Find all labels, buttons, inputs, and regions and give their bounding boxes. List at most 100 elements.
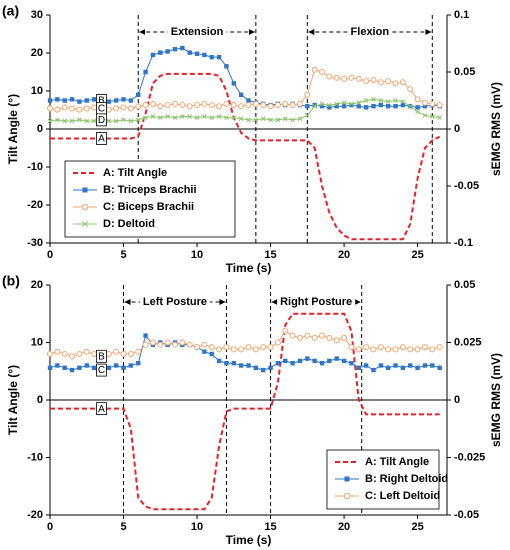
- marker-circle: [260, 344, 267, 351]
- y2-tick-label: -0.05: [454, 509, 479, 521]
- phase-label: Extension: [171, 26, 224, 38]
- marker-circle: [61, 104, 68, 111]
- marker-square: [209, 54, 214, 60]
- marker-circle: [142, 102, 149, 109]
- marker-square: [69, 367, 75, 373]
- marker-circle: [304, 332, 311, 339]
- tag-label: B: [98, 351, 105, 362]
- phase-label: Left Posture: [143, 296, 207, 308]
- marker-x: [128, 118, 134, 124]
- marker-square: [91, 97, 97, 102]
- y-axis-label: Tilt Angle (°): [6, 94, 20, 164]
- legend-marker: [82, 221, 88, 227]
- marker-x: [165, 114, 170, 119]
- marker-square: [136, 361, 141, 366]
- marker-square: [128, 98, 134, 103]
- marker-square: [106, 99, 112, 104]
- marker-circle: [208, 102, 215, 109]
- marker-circle: [326, 73, 333, 80]
- marker-square: [400, 365, 406, 370]
- legend-marker: [82, 187, 88, 193]
- marker-square: [158, 50, 163, 55]
- panel-label: (b): [2, 273, 20, 289]
- marker-square: [106, 365, 112, 370]
- marker-circle: [333, 74, 340, 81]
- marker-circle: [304, 91, 311, 98]
- marker-circle: [164, 339, 171, 346]
- marker-circle: [201, 100, 208, 107]
- marker-square: [238, 363, 244, 368]
- marker-circle: [208, 344, 215, 351]
- legend-label: C: Left Deltoid: [365, 490, 440, 502]
- marker-square: [408, 363, 413, 368]
- marker-circle: [421, 344, 428, 351]
- marker-square: [224, 64, 229, 69]
- y-tick-label: 10: [31, 85, 43, 97]
- y2-tick-label: 0.025: [454, 336, 482, 348]
- marker-circle: [326, 334, 333, 341]
- marker-x: [224, 115, 229, 120]
- marker-circle: [127, 105, 134, 112]
- x-tick-label: 20: [338, 249, 350, 261]
- panel-label: (a): [2, 3, 19, 19]
- phase-label-bg: [167, 25, 227, 39]
- marker-circle: [135, 348, 142, 355]
- marker-circle: [120, 104, 127, 111]
- marker-square: [327, 358, 332, 364]
- x-tick-label: 10: [191, 521, 203, 533]
- y-tick-label: 30: [31, 9, 43, 21]
- marker-square: [378, 363, 384, 368]
- marker-x: [407, 103, 413, 109]
- marker-square: [84, 363, 89, 368]
- marker-circle: [69, 353, 76, 360]
- marker-x: [47, 118, 53, 124]
- marker-x: [238, 116, 244, 122]
- legend-label: A: Tilt Angle: [103, 167, 167, 179]
- legend-label: A: Tilt Angle: [365, 456, 429, 468]
- x-tick-label: 15: [264, 249, 276, 261]
- marker-x: [429, 114, 435, 119]
- marker-square: [290, 361, 295, 366]
- y2-tick-label: 0: [454, 123, 460, 135]
- marker-circle: [127, 351, 134, 357]
- marker-square: [275, 361, 281, 366]
- x-tick-label: 10: [191, 249, 203, 261]
- marker-circle: [348, 344, 355, 351]
- marker-square: [356, 104, 361, 109]
- marker-square: [180, 45, 185, 51]
- marker-x: [356, 100, 362, 106]
- marker-square: [341, 104, 347, 109]
- x-tick-label: 25: [411, 521, 423, 533]
- marker-circle: [267, 344, 274, 351]
- marker-square: [341, 358, 347, 364]
- marker-circle: [164, 102, 171, 109]
- marker-x: [260, 116, 266, 122]
- marker-square: [121, 97, 126, 102]
- tag-label: A: [98, 404, 105, 415]
- marker-square: [371, 367, 376, 373]
- series-line: [50, 72, 441, 241]
- marker-square: [312, 102, 317, 108]
- marker-x: [327, 102, 332, 108]
- phase-label-bg: [347, 25, 393, 39]
- marker-circle: [230, 346, 237, 353]
- marker-square: [246, 363, 251, 368]
- marker-circle: [194, 102, 201, 109]
- marker-circle: [311, 66, 318, 73]
- marker-x: [69, 118, 75, 124]
- marker-circle: [142, 341, 149, 348]
- marker-x: [415, 109, 420, 115]
- marker-square: [209, 351, 214, 357]
- marker-circle: [223, 100, 230, 107]
- marker-circle: [171, 100, 178, 107]
- tag-box: [96, 113, 107, 127]
- marker-square: [143, 69, 148, 75]
- marker-square: [121, 365, 126, 370]
- marker-circle: [61, 351, 68, 357]
- marker-circle: [113, 348, 120, 355]
- marker-square: [216, 358, 222, 364]
- marker-circle: [91, 351, 98, 357]
- marker-circle: [186, 103, 193, 110]
- marker-square: [400, 102, 406, 108]
- marker-circle: [274, 339, 281, 346]
